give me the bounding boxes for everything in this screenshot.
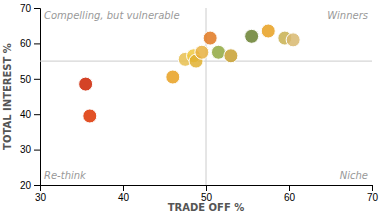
point	[203, 31, 217, 45]
y-tick: 40	[20, 109, 40, 120]
point	[245, 29, 259, 43]
x-tick: 70	[367, 185, 379, 203]
quadrant-label: Compelling, but vulnerable	[44, 10, 180, 21]
y-axis-title: TOTAL INTEREST %	[2, 43, 13, 150]
chart-container: 3040506070203040506070Compelling, but vu…	[0, 0, 384, 215]
point	[83, 109, 97, 123]
x-tick-label: 40	[118, 192, 130, 203]
x-axis: 30 40 50 60 70	[35, 185, 379, 203]
quadrant-label: Winners	[327, 10, 368, 21]
x-tick: 40	[118, 185, 130, 203]
y-tick: 30	[20, 144, 40, 155]
marks	[40, 8, 372, 185]
y-tick-mark	[34, 185, 40, 186]
y-tick: 70	[20, 3, 40, 14]
plot: 3040506070203040506070Compelling, but vu…	[20, 3, 379, 203]
y-axis-line	[34, 9, 41, 186]
y-tick-mark	[34, 43, 40, 44]
y-axis: 20 30 40 50 60 70	[20, 3, 41, 191]
x-axis-line	[41, 186, 373, 192]
point	[211, 45, 225, 59]
point	[286, 33, 300, 47]
point	[195, 45, 209, 59]
x-axis-title: TRADE OFF %	[168, 202, 245, 213]
y-tick: 50	[20, 74, 40, 85]
divider-horizontal	[40, 61, 372, 62]
x-tick: 30	[35, 185, 47, 203]
y-tick: 60	[20, 38, 40, 49]
y-tick: 20	[20, 180, 40, 191]
y-tick-label: 30	[20, 144, 32, 155]
x-tick-label: 30	[35, 192, 47, 203]
y-tick-label: 20	[20, 180, 32, 191]
x-tick-mark	[206, 185, 207, 191]
y-tick-mark	[34, 8, 40, 9]
y-tick-label: 50	[20, 74, 32, 85]
y-tick-label: 40	[20, 109, 32, 120]
y-tick-label: 60	[20, 38, 32, 49]
x-tick-mark	[123, 185, 124, 191]
x-tick: 60	[284, 185, 296, 203]
y-tick-mark	[34, 114, 40, 115]
x-tick-label: 60	[284, 192, 296, 203]
point	[166, 70, 180, 84]
point	[224, 49, 238, 63]
point	[261, 24, 275, 38]
y-tick-mark	[34, 150, 40, 151]
x-tick: 50	[201, 185, 213, 203]
quadrant-label: Re-think	[44, 170, 87, 181]
x-tick-label: 70	[367, 192, 379, 203]
x-tick-mark	[372, 185, 373, 191]
quadrant-label: Niche	[340, 170, 368, 181]
annotations: Compelling, but vulnerable Winners Re-thin…	[44, 10, 368, 181]
point	[79, 77, 93, 91]
y-tick-mark	[34, 79, 40, 80]
x-tick-mark	[289, 185, 290, 191]
chart: 3040506070203040506070Compelling, but vu…	[0, 0, 384, 215]
y-tick-label: 70	[20, 3, 32, 14]
